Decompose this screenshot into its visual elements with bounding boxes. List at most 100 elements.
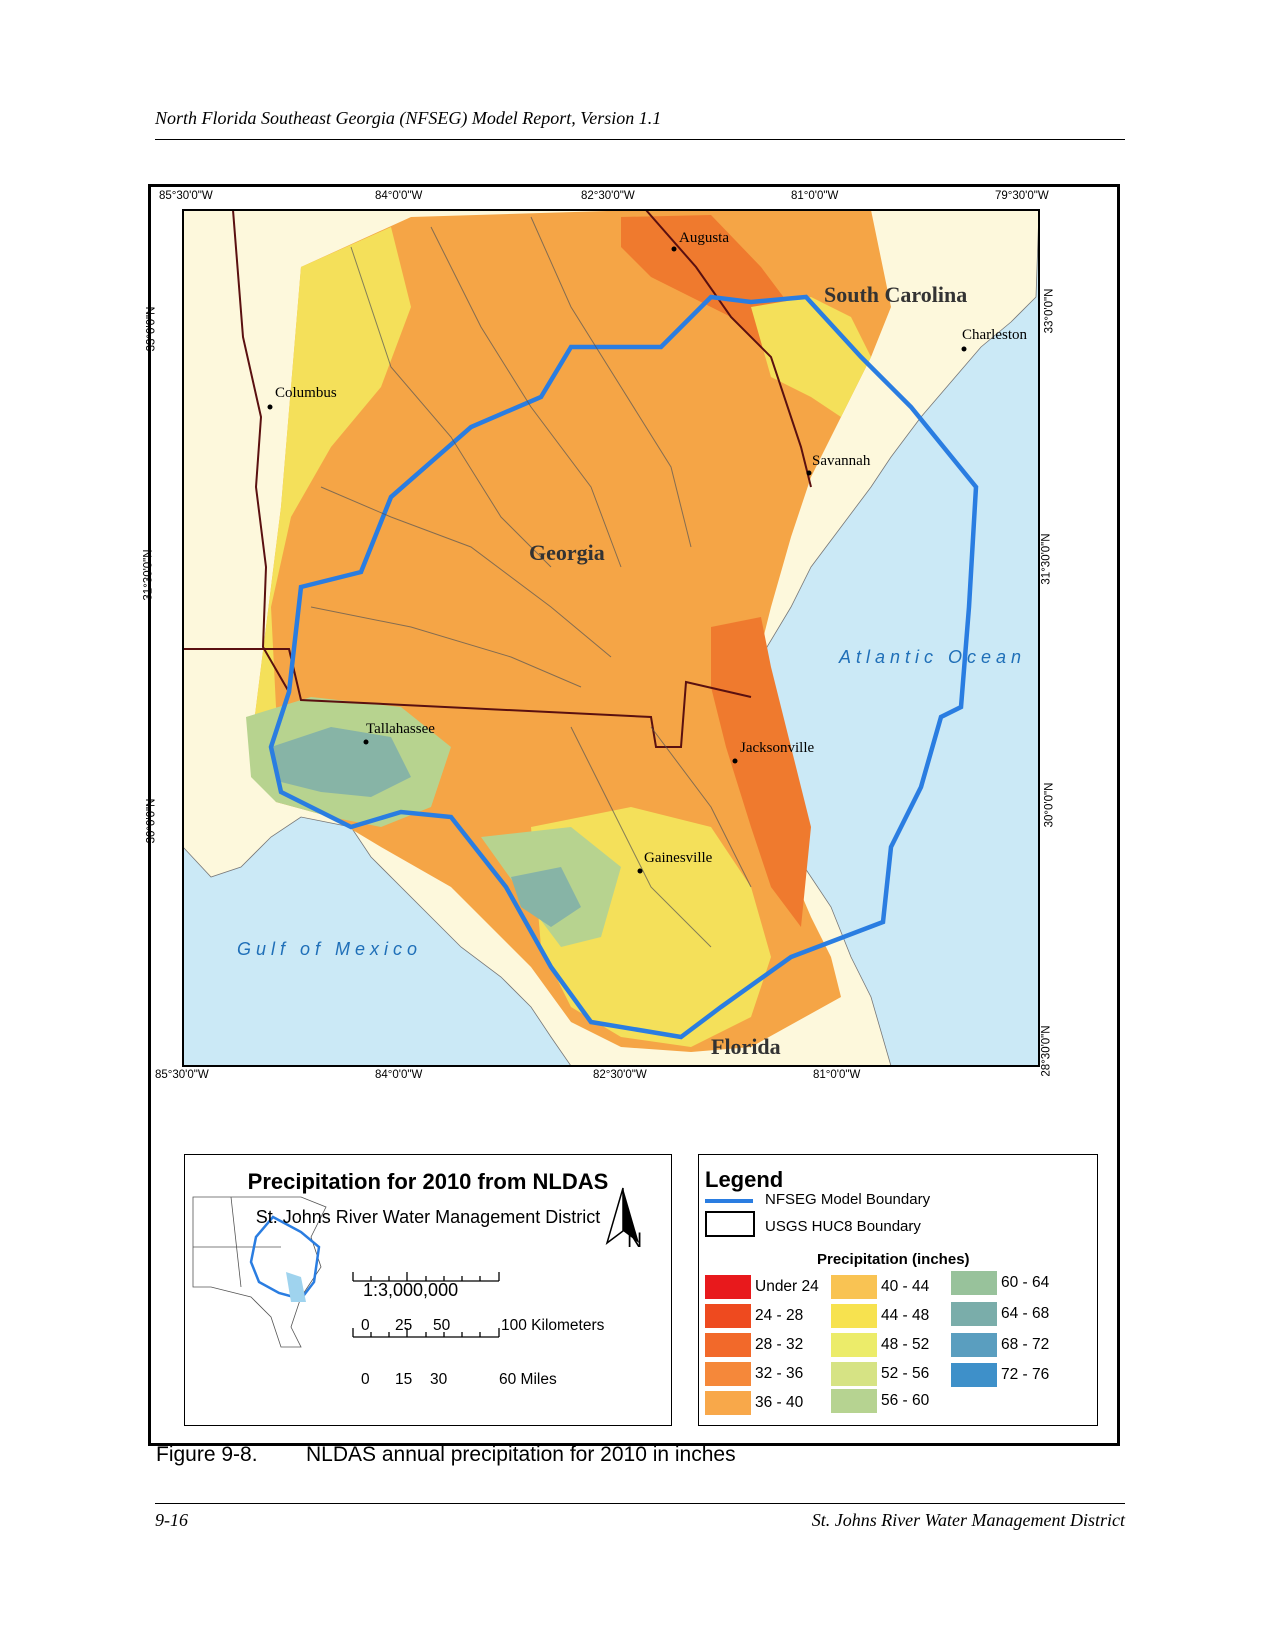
city-label-augusta: Augusta [679,230,729,246]
legend-item: 48 - 52 [831,1333,929,1357]
region-label-florida: Florida [711,1034,781,1059]
left-tick-label: 30°0'0"N [145,798,158,844]
boundary-label: NFSEG Model Boundary [765,1191,931,1208]
legend-item: 28 - 32 [705,1333,803,1357]
precip-heading: Precipitation (inches) [817,1251,970,1268]
legend-swatch [705,1304,751,1328]
mile-tick-label: 15 [395,1371,413,1388]
top-tick-label: 82°30'0"W [581,190,635,202]
city-dot-augusta [671,246,677,252]
region-label-gulf: Gulf of Mexico [237,939,423,959]
top-tick-label: 85°30'0"W [159,190,213,202]
scale-ratio: 1:3,000,000 [363,1280,459,1300]
legend-panel: Legend NFSEG Model Boundary USGS HUC8 Bo… [698,1154,1098,1426]
city-label-jacksonville: Jacksonville [740,740,815,756]
bottom-tick-label: 84°0'0"W [375,1069,423,1081]
precip-yellow-zone [251,227,871,1047]
region-label-atlantic: Atlantic Ocean [839,647,1027,667]
nfseg-model-boundary [268,294,979,1040]
km-tick-label: 0 [361,1317,370,1334]
legend-swatch [951,1363,997,1387]
figure-caption: Figure 9-8. NLDAS annual precipitation f… [156,1443,736,1467]
scale-bar-miles [352,1328,500,1338]
bottom-tick-label: 82°30'0"W [593,1069,647,1081]
city-dot-tallahassee [363,739,369,745]
legend-swatch [831,1304,877,1328]
city-dot-charleston [961,346,967,352]
page-number: 9-16 [155,1510,188,1530]
figure-frame: 85°30'0"W 84°0'0"W 82°30'0"W 81°0'0"W 79… [143,184,1120,1446]
left-tick-label: 33°0'0"N [145,306,158,352]
city-dot-savannah [806,470,812,476]
precipitation-map [182,209,1040,1348]
legend-item: 64 - 68 [951,1302,1049,1326]
city-label-charleston: Charleston [962,327,1027,343]
footer-org: St. Johns River Water Management Distric… [811,1510,1125,1530]
legend-swatch [705,1362,751,1386]
legend-swatch [705,1391,751,1415]
legend-item: 68 - 72 [951,1333,1049,1357]
legend-item: 72 - 76 [951,1363,1049,1387]
top-tick-label: 79°30'0"W [995,190,1049,202]
legend-swatch [831,1275,877,1299]
map-subtitle: St. Johns River Water Management Distric… [255,1207,601,1227]
scale-bar-km [352,1272,500,1282]
legend-swatch [951,1271,997,1295]
page-footer: 9-16 St. Johns River Water Management Di… [155,1503,1125,1532]
bottom-tick-label: 85°30'0"W [155,1069,209,1081]
city-label-savannah: Savannah [812,453,871,469]
right-tick-label: 33°0'0"N [1043,288,1056,334]
north-arrow-icon [605,1187,639,1245]
city-dot-jacksonville [732,758,738,764]
right-tick-label: 28°30'0"N [1040,1025,1053,1077]
city-dot-columbus [267,404,273,410]
precip-orange-zone [251,210,891,1052]
city-dot-gainesville [637,868,643,874]
region-label-south-carolina: South Carolina [824,282,968,307]
legend-item: 36 - 40 [705,1391,803,1415]
legend-swatch [951,1302,997,1326]
legend-item: 32 - 36 [705,1362,803,1386]
map-title-panel: Precipitation for 2010 from NLDAS St. Jo… [184,1154,672,1426]
city-label-columbus: Columbus [275,385,337,401]
legend-item: 52 - 56 [831,1362,929,1386]
map-title: Precipitation for 2010 from NLDAS [247,1169,609,1194]
huc-label: USGS HUC8 Boundary [765,1218,921,1235]
legend-item: 60 - 64 [951,1271,1049,1295]
top-tick-label: 81°0'0"W [791,190,839,202]
city-label-gainesville: Gainesville [644,850,713,866]
mile-tick-label: 60 Miles [499,1371,557,1388]
mile-tick-label: 0 [361,1371,370,1388]
boundary-swatch [705,1199,753,1203]
city-label-tallahassee: Tallahassee [366,721,435,737]
huc-swatch [705,1211,755,1237]
right-tick-label: 31°30'0"N [1040,533,1053,585]
km-tick-label: 25 [395,1317,413,1334]
legend-item: 56 - 60 [831,1389,929,1413]
bottom-tick-label: 81°0'0"W [813,1069,861,1081]
region-label-georgia: Georgia [529,540,605,565]
state-line-al-ga [232,209,290,693]
caption-text: NLDAS annual precipitation for 2010 in i… [306,1443,736,1466]
legend-item: Under 24 [705,1275,819,1299]
legend-swatch [831,1333,877,1357]
legend-item: 24 - 28 [705,1304,803,1328]
north-label: N [627,1229,643,1252]
left-tick-label: 31°30'0"N [142,549,155,601]
legend-swatch [705,1275,751,1299]
km-tick-label: 100 Kilometers [501,1317,605,1334]
precip-teal-zone [271,727,581,927]
legend-swatch [705,1333,751,1357]
huc8-boundaries [310,216,752,948]
state-line-ga-sc [645,209,812,488]
top-tick-label: 84°0'0"W [375,190,423,202]
running-header: North Florida Southeast Georgia (NFSEG) … [155,108,1125,140]
legend-item: 44 - 48 [831,1304,929,1328]
mile-tick-label: 30 [430,1371,448,1388]
km-tick-label: 50 [433,1317,451,1334]
legend-swatch [831,1362,877,1386]
figure-number: Figure 9-8. [156,1443,258,1466]
precip-red-zone [621,215,811,927]
legend-item: 40 - 44 [831,1275,929,1299]
legend-swatch [951,1333,997,1357]
